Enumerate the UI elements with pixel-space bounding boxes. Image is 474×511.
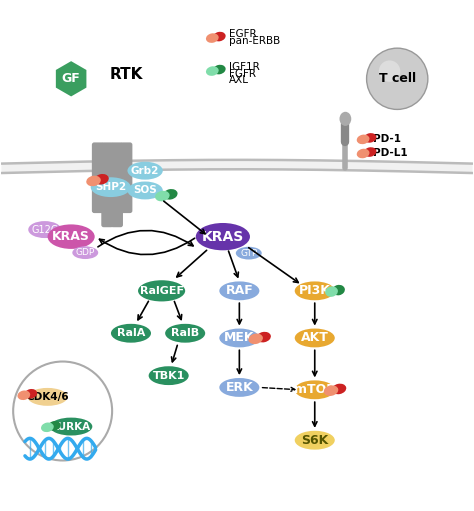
Ellipse shape [256,332,271,342]
Ellipse shape [295,329,335,347]
Ellipse shape [295,380,335,399]
FancyBboxPatch shape [101,143,114,227]
Text: RalB: RalB [171,328,199,338]
Text: SOS: SOS [133,185,157,196]
Text: mTOR: mTOR [294,383,336,397]
Ellipse shape [206,33,219,43]
Text: GF: GF [62,72,81,85]
Ellipse shape [206,66,219,76]
Text: pan-ERBB: pan-ERBB [228,36,280,46]
Text: FGFR: FGFR [228,68,255,79]
Text: KRAS: KRAS [52,230,90,243]
Ellipse shape [86,176,101,186]
Ellipse shape [73,246,98,259]
Polygon shape [55,60,88,98]
Circle shape [366,48,428,109]
FancyBboxPatch shape [92,143,104,213]
Ellipse shape [213,65,226,75]
Ellipse shape [213,32,226,41]
Circle shape [13,361,112,460]
Ellipse shape [295,282,335,300]
Ellipse shape [339,112,351,126]
Ellipse shape [364,147,376,157]
Text: PD-1: PD-1 [373,134,401,144]
Ellipse shape [163,189,178,200]
Text: AXL: AXL [228,75,248,85]
Ellipse shape [357,134,369,144]
Text: AURKA: AURKA [51,422,91,432]
Text: TBK1: TBK1 [153,370,185,381]
Ellipse shape [27,388,68,406]
Ellipse shape [332,384,346,394]
Ellipse shape [50,417,92,435]
Ellipse shape [128,161,163,180]
Ellipse shape [91,177,131,197]
Text: CDK4/6: CDK4/6 [26,392,69,402]
Ellipse shape [18,390,30,400]
Ellipse shape [111,324,151,343]
Text: G12C: G12C [31,224,58,235]
Ellipse shape [138,280,185,301]
Text: RalGEF: RalGEF [140,286,183,296]
Ellipse shape [128,181,163,199]
Ellipse shape [25,389,37,399]
Ellipse shape [295,431,335,450]
Ellipse shape [47,224,95,249]
FancyBboxPatch shape [120,143,132,213]
Ellipse shape [219,282,259,300]
Text: RTK: RTK [109,66,143,82]
Text: PI3K: PI3K [299,284,331,297]
Text: GTP: GTP [240,249,257,258]
Text: S6K: S6K [301,434,328,447]
Ellipse shape [149,366,189,385]
Ellipse shape [48,421,61,431]
Text: AKT: AKT [301,332,328,344]
Polygon shape [1,160,473,173]
Text: MEK: MEK [224,332,255,344]
Ellipse shape [325,286,338,297]
Text: RAF: RAF [226,284,253,297]
Text: SHP2: SHP2 [95,182,126,192]
Ellipse shape [165,324,205,343]
Ellipse shape [219,378,259,397]
Ellipse shape [28,221,61,238]
Ellipse shape [196,223,250,250]
Ellipse shape [248,334,263,344]
Text: RalA: RalA [117,328,145,338]
Ellipse shape [155,191,170,201]
Text: T cell: T cell [379,72,416,85]
Ellipse shape [364,133,376,143]
Text: KRAS: KRAS [202,229,244,244]
Text: GDP: GDP [76,248,95,257]
FancyBboxPatch shape [111,143,123,227]
Text: ERK: ERK [226,381,253,394]
Circle shape [379,60,400,82]
Ellipse shape [219,329,259,347]
Text: PD-L1: PD-L1 [373,148,407,158]
Ellipse shape [324,385,338,396]
Ellipse shape [41,423,54,432]
Ellipse shape [332,285,345,295]
Text: IGF1R: IGF1R [228,62,259,72]
Text: EGFR: EGFR [228,29,256,39]
Ellipse shape [357,149,369,158]
Ellipse shape [236,247,262,260]
Ellipse shape [94,174,109,184]
Text: Grb2: Grb2 [131,166,159,176]
